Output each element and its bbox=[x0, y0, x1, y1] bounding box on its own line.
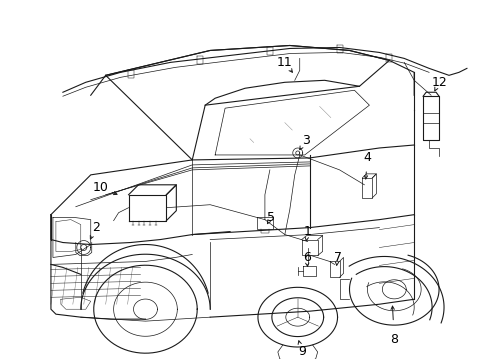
Text: 10: 10 bbox=[93, 181, 108, 194]
Text: 2: 2 bbox=[92, 221, 100, 234]
Text: 7: 7 bbox=[333, 251, 341, 264]
Text: 4: 4 bbox=[363, 152, 370, 165]
Text: 12: 12 bbox=[430, 76, 446, 89]
Text: 5: 5 bbox=[266, 211, 274, 224]
Text: 8: 8 bbox=[389, 333, 397, 346]
Text: 6: 6 bbox=[302, 251, 310, 264]
Text: 1: 1 bbox=[303, 225, 311, 238]
Text: 11: 11 bbox=[276, 56, 292, 69]
Text: 9: 9 bbox=[297, 345, 305, 357]
Text: 3: 3 bbox=[301, 134, 309, 147]
